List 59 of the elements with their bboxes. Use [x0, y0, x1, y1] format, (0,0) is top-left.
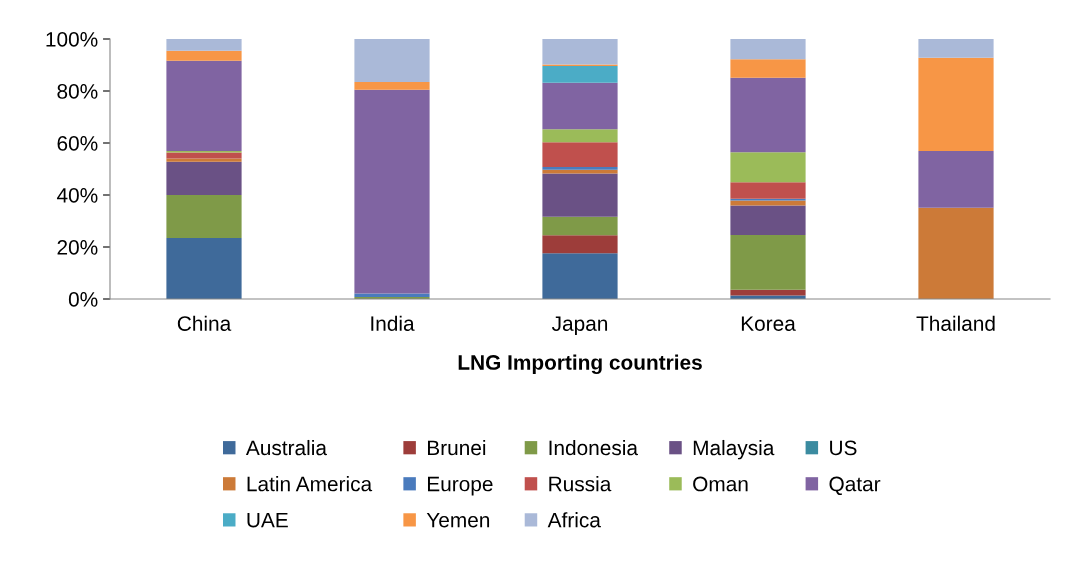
legend-label: Europe [428, 476, 493, 496]
bar [542, 173, 618, 217]
bar [730, 59, 806, 78]
y-tick-label: 60% [57, 136, 98, 151]
bar [166, 39, 242, 51]
bar [542, 129, 618, 143]
legend-label: Russia [549, 476, 612, 492]
bar [542, 166, 618, 170]
bar [166, 158, 242, 162]
bar [542, 39, 618, 65]
bar [918, 39, 994, 58]
bar [730, 205, 806, 236]
bar [542, 66, 618, 83]
bar [730, 200, 806, 206]
bar [918, 151, 994, 208]
x-tick-label: China [177, 315, 232, 331]
legend-label: Australia [245, 439, 327, 456]
legend-label: UAE [247, 512, 288, 528]
y-tick-label: 20% [57, 240, 98, 255]
x-tick-label: India [371, 315, 415, 331]
bar [166, 161, 242, 195]
x-axis-title: LNG Importing countries [458, 354, 702, 375]
bar [730, 235, 806, 290]
x-tick-label: Korea [741, 316, 796, 331]
bar [166, 195, 242, 238]
bar [166, 237, 242, 299]
bar [354, 89, 430, 294]
legend-label: Oman [693, 476, 748, 492]
bar [166, 152, 242, 159]
y-tick-label: 0% [68, 292, 98, 307]
bar [730, 39, 806, 60]
x-tick-label: Japan [551, 316, 608, 336]
bar [166, 60, 242, 152]
y-tick-label: 80% [57, 84, 98, 99]
y-tick-label: 40% [56, 188, 98, 203]
bar [542, 253, 618, 299]
legend-label: Yemen [426, 512, 490, 528]
y-tick-label: 100% [46, 32, 98, 47]
legend-label: Malaysia [693, 439, 775, 460]
legend-label: Qatar [829, 476, 881, 496]
legend-label: Africa [547, 512, 601, 528]
legend-label: US [830, 440, 857, 456]
legend-label: Indonesia [549, 439, 638, 456]
bar [730, 152, 806, 183]
bar [730, 77, 806, 153]
bar [354, 39, 430, 82]
bar [542, 216, 618, 236]
x-tick-label: Thailand [916, 315, 995, 331]
bar [918, 207, 994, 299]
bar [542, 82, 618, 130]
bar [918, 57, 994, 152]
bar [542, 142, 618, 167]
bar [166, 50, 242, 61]
bar [354, 81, 430, 90]
bar [730, 289, 806, 296]
legend-label: Brunei [428, 439, 486, 456]
bar [542, 235, 618, 254]
legend-label: Latin America [247, 476, 373, 492]
bar [730, 182, 806, 199]
